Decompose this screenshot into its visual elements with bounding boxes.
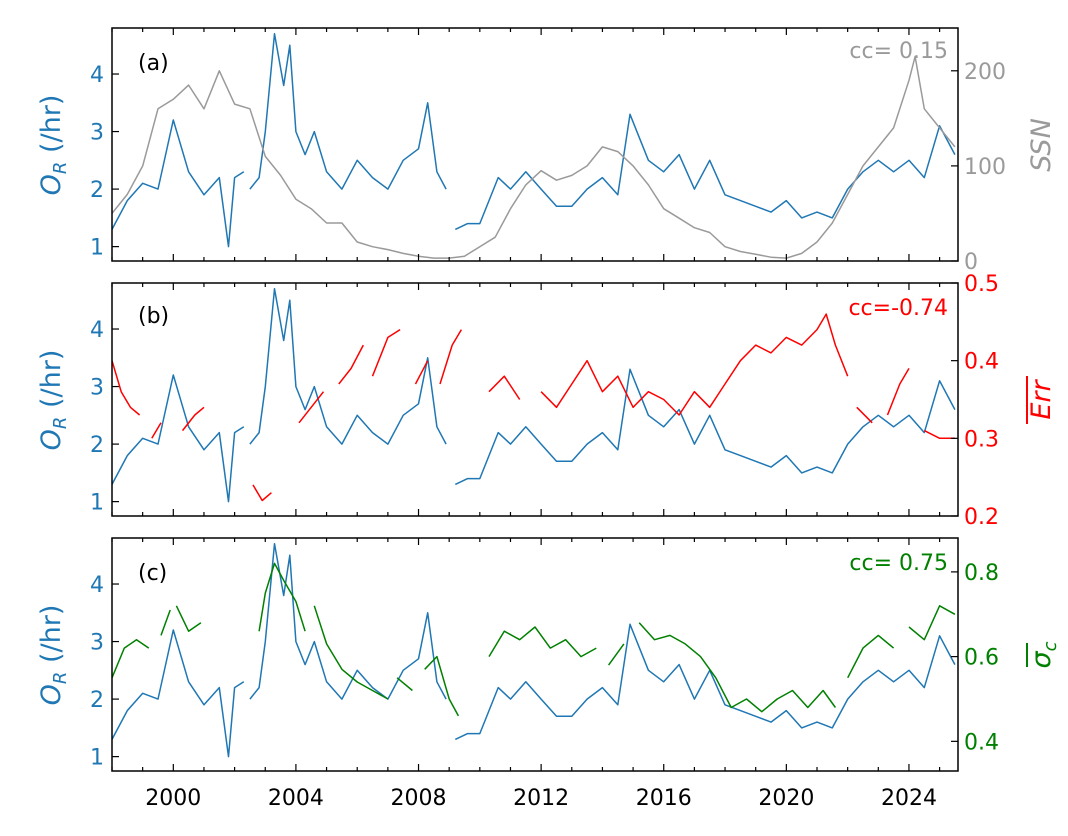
panel-b-left-label: OR (/hr) [36, 350, 71, 451]
panel-c-right-ticks: 0.4 0.6 0.8 [951, 561, 999, 755]
panel-b-right-ticks: 0.2 0.3 0.4 0.5 [951, 272, 999, 530]
x-tick-label: 2024 [881, 786, 937, 811]
panel-c-right-label: σc [1026, 641, 1061, 669]
panel-b-right-label: Err [1026, 376, 1057, 424]
right-tick-label: 0.6 [964, 646, 999, 671]
x-tick-label: 2020 [758, 786, 814, 811]
panel-c-left-ticks: 1 2 3 4 [90, 538, 941, 771]
right-tick-label: 200 [964, 60, 1006, 85]
panel-b-cc: cc=-0.74 [848, 296, 948, 321]
panel-a-series-or-line [111, 33, 956, 248]
right-tick-label: 0.5 [964, 272, 999, 297]
panel-b-right-label-text: Err [1026, 378, 1057, 419]
panel-a-cc: cc= 0.15 [849, 39, 948, 64]
left-tick-label: 2 [90, 178, 104, 203]
left-tick-label: 1 [90, 491, 104, 516]
right-tick-label: 0.4 [964, 730, 999, 755]
left-tick-label: 2 [90, 688, 104, 713]
panel-a-right-label: SSN [1026, 118, 1057, 172]
panel-b-series-right-line [111, 313, 955, 502]
panel-c-right-label-text: σc [1026, 641, 1061, 668]
left-tick-label: 4 [90, 573, 104, 598]
panel-a-series [111, 33, 956, 259]
panel-c-frame [111, 537, 959, 772]
x-tick-label: 2004 [268, 786, 324, 811]
panel-a-left-label: OR (/hr) [36, 95, 71, 196]
left-tick-label: 1 [90, 236, 104, 261]
left-tick-label: 3 [90, 631, 104, 656]
left-tick-label: 4 [90, 318, 104, 343]
panel-b-frame [111, 282, 959, 517]
x-tick-label: 2000 [145, 786, 201, 811]
left-tick-label: 3 [90, 121, 104, 146]
left-tick-label: 2 [90, 433, 104, 458]
panel-a-tag: (a) [138, 51, 169, 76]
panel-a: 1 2 3 4 0 100 200 (a) cc= 0.15 OR (/hr) SSN [36, 27, 1057, 275]
panel-c-series-right-line [111, 562, 956, 717]
right-tick-label: 0.8 [964, 561, 999, 586]
left-tick-label: 4 [90, 63, 104, 88]
right-tick-label: 0.2 [964, 505, 999, 530]
x-tick-label: 2008 [391, 786, 447, 811]
panel-a-series-right-line [111, 55, 956, 259]
panel-c-series [111, 543, 956, 758]
right-tick-label: 0 [964, 250, 978, 275]
right-tick-label: 0.4 [964, 350, 999, 375]
panel-b-series-or-line [111, 288, 956, 503]
left-tick-label: 3 [90, 376, 104, 401]
left-tick-label: 1 [90, 746, 104, 771]
panel-c-tag: (c) [138, 561, 167, 586]
panel-a-right-ticks: 0 100 200 [951, 60, 1006, 275]
x-tick-label: 2012 [513, 786, 569, 811]
panel-a-frame [111, 27, 959, 262]
panel-b-tag: (b) [138, 304, 169, 329]
panel-b-left-ticks: 1 2 3 4 [90, 283, 941, 516]
panel-c: 1 2 3 4 0.4 0.6 0.8 (c) cc= 0.75 OR (/hr) σc [36, 537, 1061, 772]
panel-c-series-or-line [111, 543, 956, 758]
panel-a-left-ticks: 1 2 3 4 [90, 28, 941, 261]
x-tick-label: 2016 [636, 786, 692, 811]
x-axis: 2000 2004 2008 2012 2016 2020 2024 [145, 786, 937, 811]
panel-b-series [111, 288, 956, 503]
right-tick-label: 100 [964, 155, 1006, 180]
right-tick-label: 0.3 [964, 427, 999, 452]
panel-c-left-label: OR (/hr) [36, 605, 71, 706]
panel-c-cc: cc= 0.75 [849, 551, 948, 576]
